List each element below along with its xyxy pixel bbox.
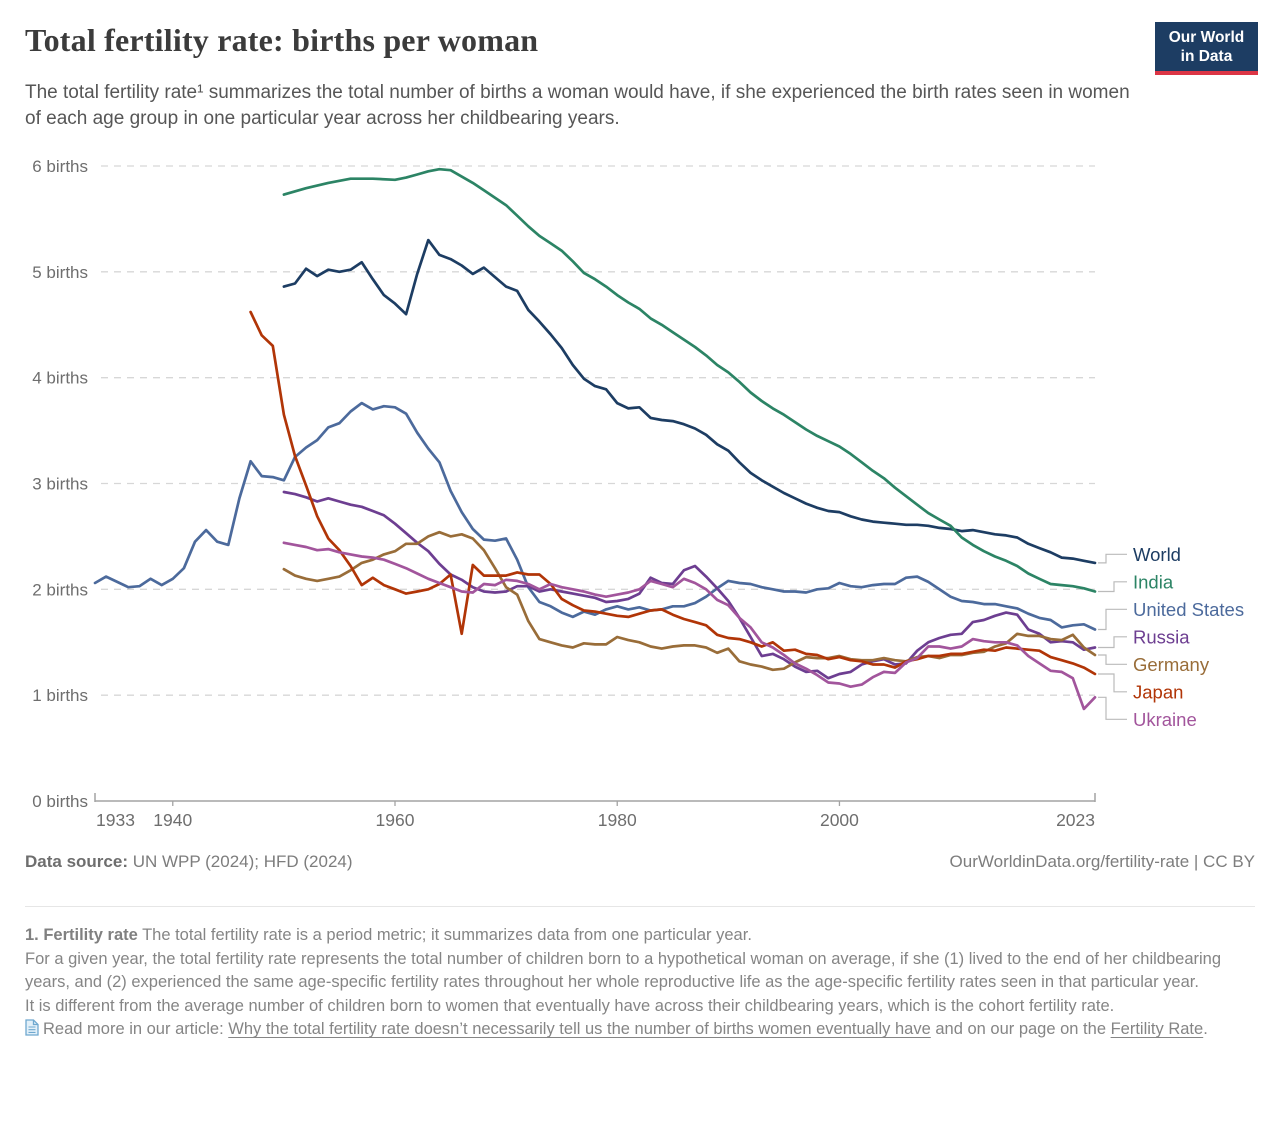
footnote-para2: It is different from the average number … [25, 996, 1115, 1015]
legend-label-russia[interactable]: Russia [1133, 626, 1190, 647]
attribution: OurWorldinData.org/fertility-rate | CC B… [949, 852, 1255, 871]
readmore-article-link[interactable]: Why the total fertility rate doesn’t nec… [228, 1020, 931, 1038]
legend-label-germany[interactable]: Germany [1133, 654, 1210, 675]
footer-divider [25, 906, 1255, 907]
data-source-label: Data source: [25, 852, 128, 871]
document-icon [25, 1019, 39, 1036]
x-tick-label-1940: 1940 [153, 810, 192, 830]
source-row: Data source: UN WPP (2024); HFD (2024) O… [25, 852, 1255, 872]
series-line-united-states[interactable] [93, 401, 1097, 631]
series-line-japan[interactable] [249, 310, 1097, 676]
y-tick-label-3: 3 births [32, 475, 88, 494]
footnote-readmore: Read more in our article: Why the total … [25, 1018, 1240, 1042]
owid-logo-line2: in Data [1180, 48, 1233, 65]
footnote-definition: 1. Fertility rate The total fertility ra… [25, 924, 1240, 948]
legend-label-united-states[interactable]: United States [1133, 599, 1244, 620]
y-tick-label-5: 5 births [32, 263, 88, 282]
footnote-para1: For a given year, the total fertility ra… [25, 949, 1222, 992]
series-line-russia[interactable] [282, 490, 1097, 680]
x-tick-label-2000: 2000 [820, 810, 859, 830]
y-tick-label-6: 6 births [32, 157, 88, 176]
readmore-suffix: . [1203, 1020, 1208, 1038]
fertility-rate-page-link[interactable]: Fertility Rate [1110, 1020, 1204, 1038]
footnote-heading: 1. Fertility rate [25, 926, 138, 944]
x-tick-label-1980: 1980 [598, 810, 637, 830]
legend-connector-russia [1098, 636, 1127, 649]
readmore-prefix: Read more in our article: [43, 1020, 229, 1038]
y-tick-label-4: 4 births [32, 369, 88, 388]
y-tick-label-1: 1 births [32, 686, 88, 705]
series-line-india[interactable] [282, 167, 1097, 593]
x-tick-label-2023: 2023 [1056, 810, 1095, 830]
legend-connector-germany [1098, 654, 1127, 665]
legend-connector-japan [1098, 673, 1127, 693]
legend-label-india[interactable]: India [1133, 571, 1174, 592]
page-title: Total fertility rate: births per woman [25, 22, 539, 58]
owid-logo[interactable]: Our World in Data [1155, 22, 1258, 75]
footnote-line1: The total fertility rate is a period met… [137, 926, 752, 944]
readmore-middle: and on our page on the [930, 1020, 1111, 1038]
legend-label-world[interactable]: World [1133, 544, 1181, 565]
legend-connector-india [1098, 581, 1127, 593]
legend-label-japan[interactable]: Japan [1133, 681, 1183, 702]
legend-connector-ukraine [1098, 696, 1127, 720]
x-tick-label-1933: 1933 [96, 810, 135, 830]
chart-subtitle: The total fertility rate¹ summarizes the… [25, 82, 1130, 129]
footnote-section: 1. Fertility rate The total fertility ra… [25, 924, 1240, 1042]
owid-logo-line1: Our World [1168, 29, 1245, 46]
legend-label-ukraine[interactable]: Ukraine [1133, 709, 1197, 730]
y-tick-label-0: 0 births [32, 792, 88, 811]
legend-connector-world [1098, 553, 1127, 564]
series-line-ukraine[interactable] [282, 541, 1097, 711]
y-tick-label-2: 2 births [32, 580, 88, 599]
series-line-world[interactable] [282, 238, 1097, 565]
data-source: Data source: UN WPP (2024); HFD (2024) [25, 852, 353, 872]
data-source-value: UN WPP (2024); HFD (2024) [127, 852, 353, 871]
fertility-line-chart: 0 births 1 births 2 births 3 births 4 births… [32, 157, 1244, 830]
x-tick-label-1960: 1960 [376, 810, 415, 830]
legend-connector-united-states [1098, 608, 1127, 631]
